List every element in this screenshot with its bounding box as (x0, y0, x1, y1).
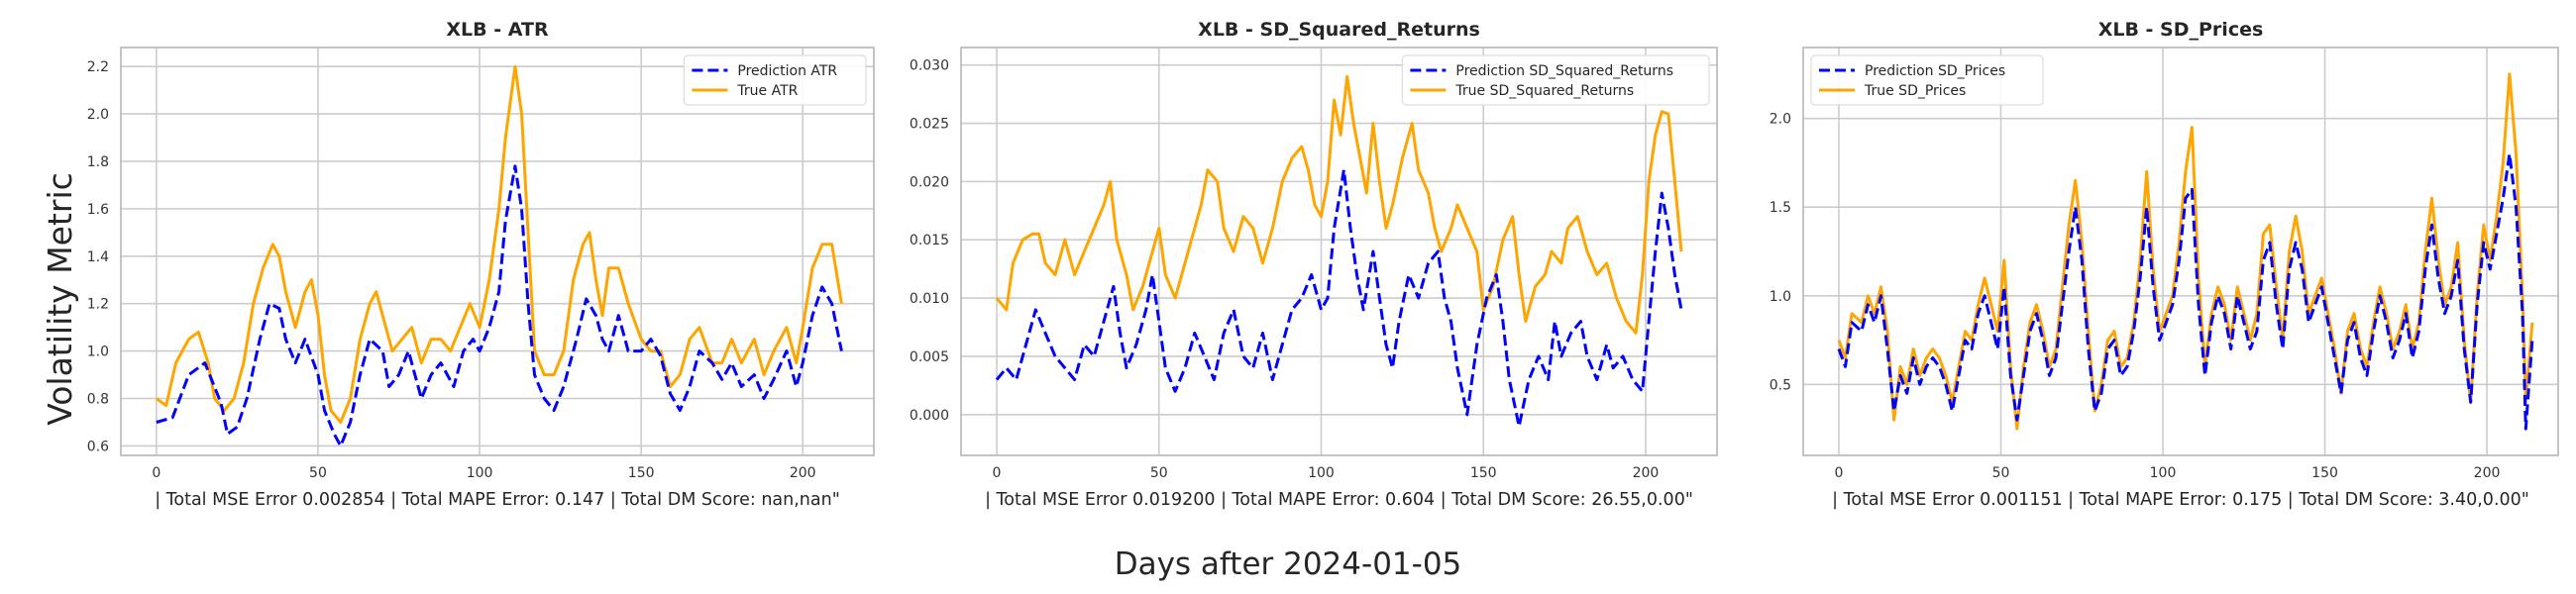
plot-area (121, 48, 874, 455)
y-tick-label: 1.0 (87, 345, 109, 360)
y-tick-label: 1.0 (1770, 289, 1791, 305)
x-tick-label: 200 (790, 465, 816, 481)
prediction-line (995, 168, 1683, 429)
x-tick-label: 50 (1150, 465, 1168, 481)
x-tick-label: 150 (628, 465, 655, 481)
legend-label: True SD_Prices (1864, 83, 1966, 99)
subplot-3: 0 50 100 150 200 0.5 1.0 1.5 2.0 XLB - SD_Prices |… (1770, 19, 2559, 510)
y-tick-label: 1.4 (87, 249, 109, 265)
legend-box (1810, 54, 2044, 106)
y-tick-label: 0.020 (910, 174, 949, 190)
legend-box (683, 54, 867, 106)
true-line (156, 64, 843, 424)
prediction-line (1837, 152, 2534, 431)
y-tick-label: 1.2 (87, 297, 109, 313)
true-line (1837, 72, 2534, 431)
subplot-xlabel: | Total MSE Error 0.001151 | Total MAPE … (1832, 490, 2529, 510)
legend-label: Prediction SD_Squared_Returns (1455, 63, 1673, 79)
legend-box (1401, 54, 1710, 106)
x-tick-label: 100 (467, 465, 493, 481)
y-tick-label: 0.000 (910, 408, 949, 424)
prediction-line (156, 164, 843, 447)
legend-label: Prediction SD_Prices (1865, 63, 2005, 79)
subplot-2: 0 50 100 150 200 0.000 0.005 0.010 0.015 0.020 0.0… (910, 19, 1718, 510)
legend: Prediction SD_Prices True SD_Prices (1810, 54, 2044, 106)
x-tick-label: 200 (2474, 465, 2501, 481)
x-tick-label: 200 (1633, 465, 1660, 481)
x-tick-label: 50 (1992, 465, 2010, 481)
true-line (995, 74, 1683, 335)
plot-area (1803, 48, 2558, 455)
x-tick-label: 150 (2311, 465, 2338, 481)
x-tick-label: 0 (1835, 465, 1844, 481)
chart-title: XLB - SD_Prices (2098, 19, 2264, 41)
legend: Prediction ATR True ATR (683, 54, 867, 106)
y-tick-label: 2.0 (1770, 112, 1791, 128)
y-tick-label: 0.005 (910, 349, 949, 365)
y-tick-label: 0.5 (1770, 377, 1791, 393)
subplot-xlabel: | Total MSE Error 0.002854 | Total MAPE … (155, 490, 840, 510)
plot-area (961, 48, 1717, 455)
subplot-1: 0 50 100 150 200 0.6 0.8 1.0 1.2 1.4 1.6 1.8 2.0 2.2 X… (87, 19, 875, 510)
legend-label: Prediction ATR (737, 63, 837, 79)
x-axis-label: Days after 2024-01-05 (1115, 546, 1462, 582)
chart-title: XLB - ATR (446, 19, 549, 41)
y-tick-label: 2.2 (87, 59, 109, 75)
y-tick-label: 0.8 (87, 392, 109, 408)
y-tick-label: 0.030 (910, 58, 949, 74)
legend-label: True SD_Squared_Returns (1454, 83, 1634, 99)
y-tick-label: 1.6 (87, 202, 109, 218)
y-tick-label: 0.025 (910, 117, 949, 133)
plot-frame (1802, 47, 2559, 456)
x-tick-label: 100 (2150, 465, 2177, 481)
subplot-xlabel: | Total MSE Error 0.019200 | Total MAPE … (985, 490, 1693, 510)
plot-frame (960, 47, 1718, 456)
y-tick-label: 0.010 (910, 291, 949, 307)
x-tick-label: 0 (993, 465, 1002, 481)
plot-frame (120, 47, 875, 456)
x-tick-label: 150 (1470, 465, 1497, 481)
y-tick-label: 1.5 (1770, 200, 1791, 216)
chart-title: XLB - SD_Squared_Returns (1198, 19, 1480, 41)
subplots: 0 50 100 150 200 0.6 0.8 1.0 1.2 1.4 1.6 1.8 2.0 2.2 X… (87, 19, 2559, 510)
legend-label: True ATR (736, 83, 798, 99)
legend: Prediction SD_Squared_Returns True SD_Squ… (1401, 54, 1710, 106)
y-axis-label: Volatility Metric (41, 172, 79, 426)
x-tick-label: 100 (1308, 465, 1335, 481)
y-tick-label: 0.6 (87, 439, 109, 454)
y-tick-label: 0.015 (910, 233, 949, 248)
y-tick-label: 1.8 (87, 154, 109, 170)
x-tick-label: 0 (152, 465, 161, 481)
y-tick-label: 2.0 (87, 107, 109, 123)
x-tick-label: 50 (309, 465, 327, 481)
